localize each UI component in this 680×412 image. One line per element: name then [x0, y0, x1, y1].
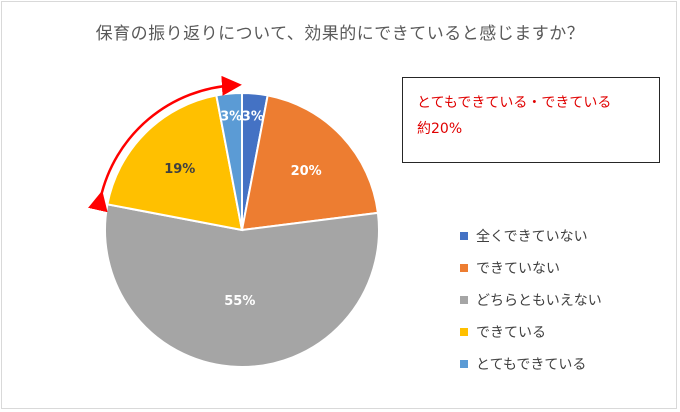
pie-data-label: 19% — [164, 162, 195, 177]
pie-data-label: 3% — [242, 110, 264, 125]
legend-swatch — [460, 232, 468, 240]
legend-swatch — [460, 360, 468, 368]
legend-swatch — [460, 296, 468, 304]
legend-label: 全くできていない — [476, 229, 588, 245]
emphasis-arc-arrow — [88, 75, 242, 213]
pie-slices — [104, 91, 380, 368]
legend-label: どちらともいえない — [476, 293, 602, 309]
annotation-box: とてもできている・できている 約20% — [402, 77, 660, 163]
legend-item: とてもできている — [460, 348, 602, 380]
chart-title: 保育の振り返りについて、効果的にできていると感じますか？ — [95, 24, 585, 44]
pie-slice — [104, 203, 380, 368]
pie-data-label: 3% — [220, 110, 242, 125]
legend-item: 全くできていない — [460, 220, 602, 252]
annotation-line-2: 約20% — [417, 121, 463, 137]
legend-label: とてもできている — [476, 357, 587, 373]
legend-item: できている — [460, 316, 602, 348]
legend: 全くできていない できていない どちらともいえない できている とてもできている — [460, 220, 602, 380]
pie-data-label: 55% — [224, 294, 255, 309]
pie-data-label: 20% — [291, 164, 322, 179]
legend-swatch — [460, 328, 468, 336]
pie-slice — [240, 94, 380, 232]
legend-label: できている — [476, 325, 546, 341]
legend-swatch — [460, 264, 468, 272]
annotation-line-1: とてもできている・できている — [417, 95, 612, 111]
legend-label: できていない — [476, 261, 560, 277]
legend-item: できていない — [460, 252, 602, 284]
legend-item: どちらともいえない — [460, 284, 602, 316]
